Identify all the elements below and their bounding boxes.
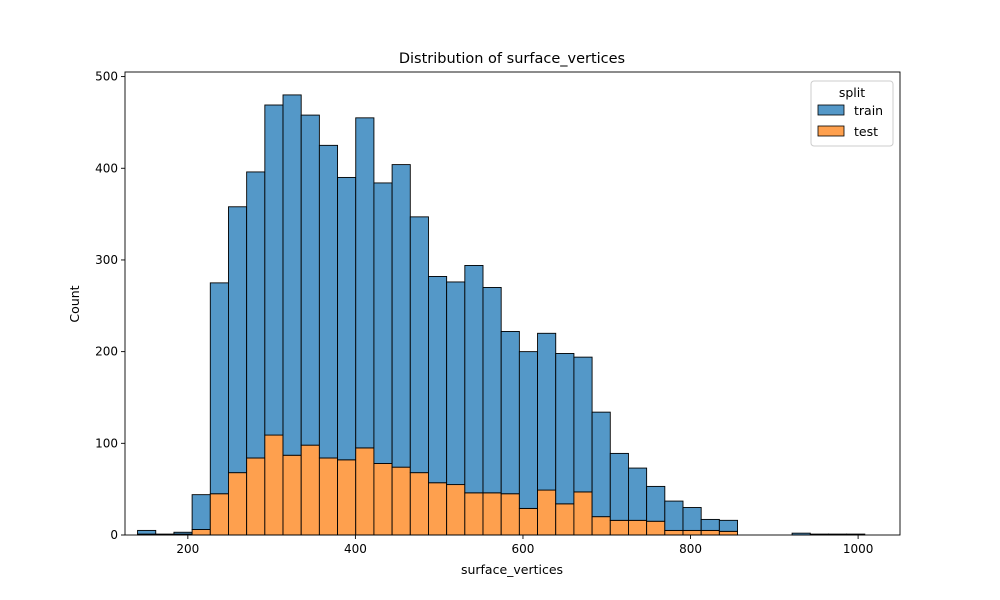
legend-swatch-test [817, 125, 845, 137]
bar-train-2 [173, 531, 193, 535]
bar-train-9 [300, 114, 320, 446]
y-tick-label-400: 400 [95, 161, 118, 175]
bar-test-18 [464, 492, 484, 536]
bar-test-11 [337, 459, 357, 536]
bar-train-3 [191, 494, 211, 530]
bar-train-28 [646, 485, 666, 522]
bar-test-7 [264, 434, 284, 536]
bar-train-8 [282, 94, 302, 456]
bar-test-6 [246, 457, 266, 536]
ticks-group: 200 400 600 800 1000 0 100 200 300 400 500 [95, 70, 873, 556]
bar-train-0 [137, 529, 157, 535]
bar-test-17 [446, 484, 466, 536]
bar-train-19 [482, 287, 502, 494]
x-tick-label-400: 400 [344, 542, 367, 556]
bar-train-14 [391, 164, 411, 468]
bar-test-9 [300, 444, 320, 536]
bar-test-5 [228, 472, 248, 536]
bar-test-19 [482, 492, 502, 536]
bar-test-22 [537, 489, 557, 536]
y-tick-label-300: 300 [95, 253, 118, 267]
bar-train-31 [700, 518, 720, 531]
legend: split train test [810, 80, 894, 147]
y-tick-label-200: 200 [95, 345, 118, 359]
bar-test-13 [373, 463, 393, 536]
legend-label-train: train [854, 103, 883, 118]
bar-test-29 [664, 529, 684, 536]
x-tick-label-1000: 1000 [843, 542, 874, 556]
bar-train-11 [337, 176, 357, 461]
bar-test-15 [409, 472, 429, 536]
bar-train-7 [264, 104, 284, 436]
bar-test-31 [700, 529, 720, 536]
y-tick-label-100: 100 [95, 436, 118, 450]
bar-test-26 [609, 519, 629, 536]
bar-test-30 [682, 529, 702, 536]
bar-train-26 [609, 452, 629, 521]
legend-title: split [839, 85, 865, 100]
bars-group [137, 94, 866, 536]
y-axis-label: Count [67, 285, 82, 322]
bar-train-13 [373, 182, 393, 464]
x-tick-label-600: 600 [512, 542, 535, 556]
legend-label-test: test [854, 124, 878, 139]
bar-test-14 [391, 466, 411, 536]
bar-test-28 [646, 520, 666, 536]
bar-test-16 [428, 482, 448, 536]
bar-train-23 [555, 353, 575, 505]
bar-test-4 [209, 493, 229, 536]
bar-test-23 [555, 503, 575, 536]
y-tick-label-500: 500 [95, 70, 118, 84]
chart-title: Distribution of surface_vertices [399, 51, 625, 67]
bar-train-17 [446, 281, 466, 486]
bar-train-18 [464, 265, 484, 494]
bar-train-25 [591, 411, 611, 518]
x-axis-label: surface_vertices [461, 562, 563, 577]
bar-train-20 [500, 331, 520, 495]
y-tick-label-0: 0 [110, 528, 118, 542]
bar-test-8 [282, 454, 302, 536]
bar-train-32 [718, 519, 738, 532]
bar-train-12 [355, 117, 375, 449]
x-tick-label-200: 200 [176, 542, 199, 556]
bar-train-10 [318, 144, 339, 459]
bar-test-20 [500, 493, 520, 536]
plot-frame [124, 71, 901, 536]
bar-test-12 [355, 447, 375, 536]
bar-test-24 [573, 491, 593, 536]
bar-train-15 [409, 216, 429, 474]
bar-train-16 [428, 276, 448, 484]
x-tick-label-800: 800 [679, 542, 702, 556]
bar-train-6 [246, 171, 266, 459]
bar-test-32 [718, 530, 738, 536]
bar-test-21 [518, 507, 539, 536]
bar-train-29 [664, 500, 684, 531]
bar-train-27 [628, 467, 648, 521]
bar-train-30 [682, 507, 702, 531]
bar-test-27 [628, 519, 648, 536]
bar-train-22 [537, 332, 557, 491]
bar-train-4 [209, 282, 229, 495]
bar-test-3 [191, 529, 211, 536]
bar-train-5 [228, 206, 248, 474]
bar-test-10 [318, 457, 339, 536]
bar-train-24 [573, 356, 593, 493]
bar-test-25 [591, 516, 611, 536]
legend-swatch-train [817, 104, 845, 116]
bar-train-21 [518, 351, 539, 509]
